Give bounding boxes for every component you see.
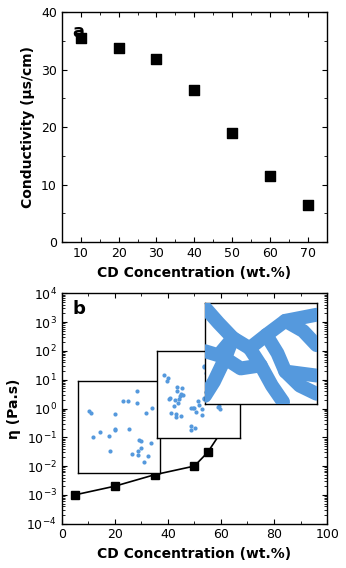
X-axis label: CD Concentration (wt.%): CD Concentration (wt.%) [97,266,291,279]
Point [229,128,235,137]
Point [78,34,83,43]
Point [192,85,197,94]
Y-axis label: η (Pa.s): η (Pa.s) [7,378,21,438]
Point [267,172,273,181]
Point [116,43,121,52]
Text: a: a [72,23,84,41]
Text: b: b [72,300,85,318]
Point [154,55,159,64]
Y-axis label: Conductivity (μs/cm): Conductivity (μs/cm) [21,46,35,208]
X-axis label: CD Concentration (wt.%): CD Concentration (wt.%) [97,547,291,561]
Point [306,201,311,210]
